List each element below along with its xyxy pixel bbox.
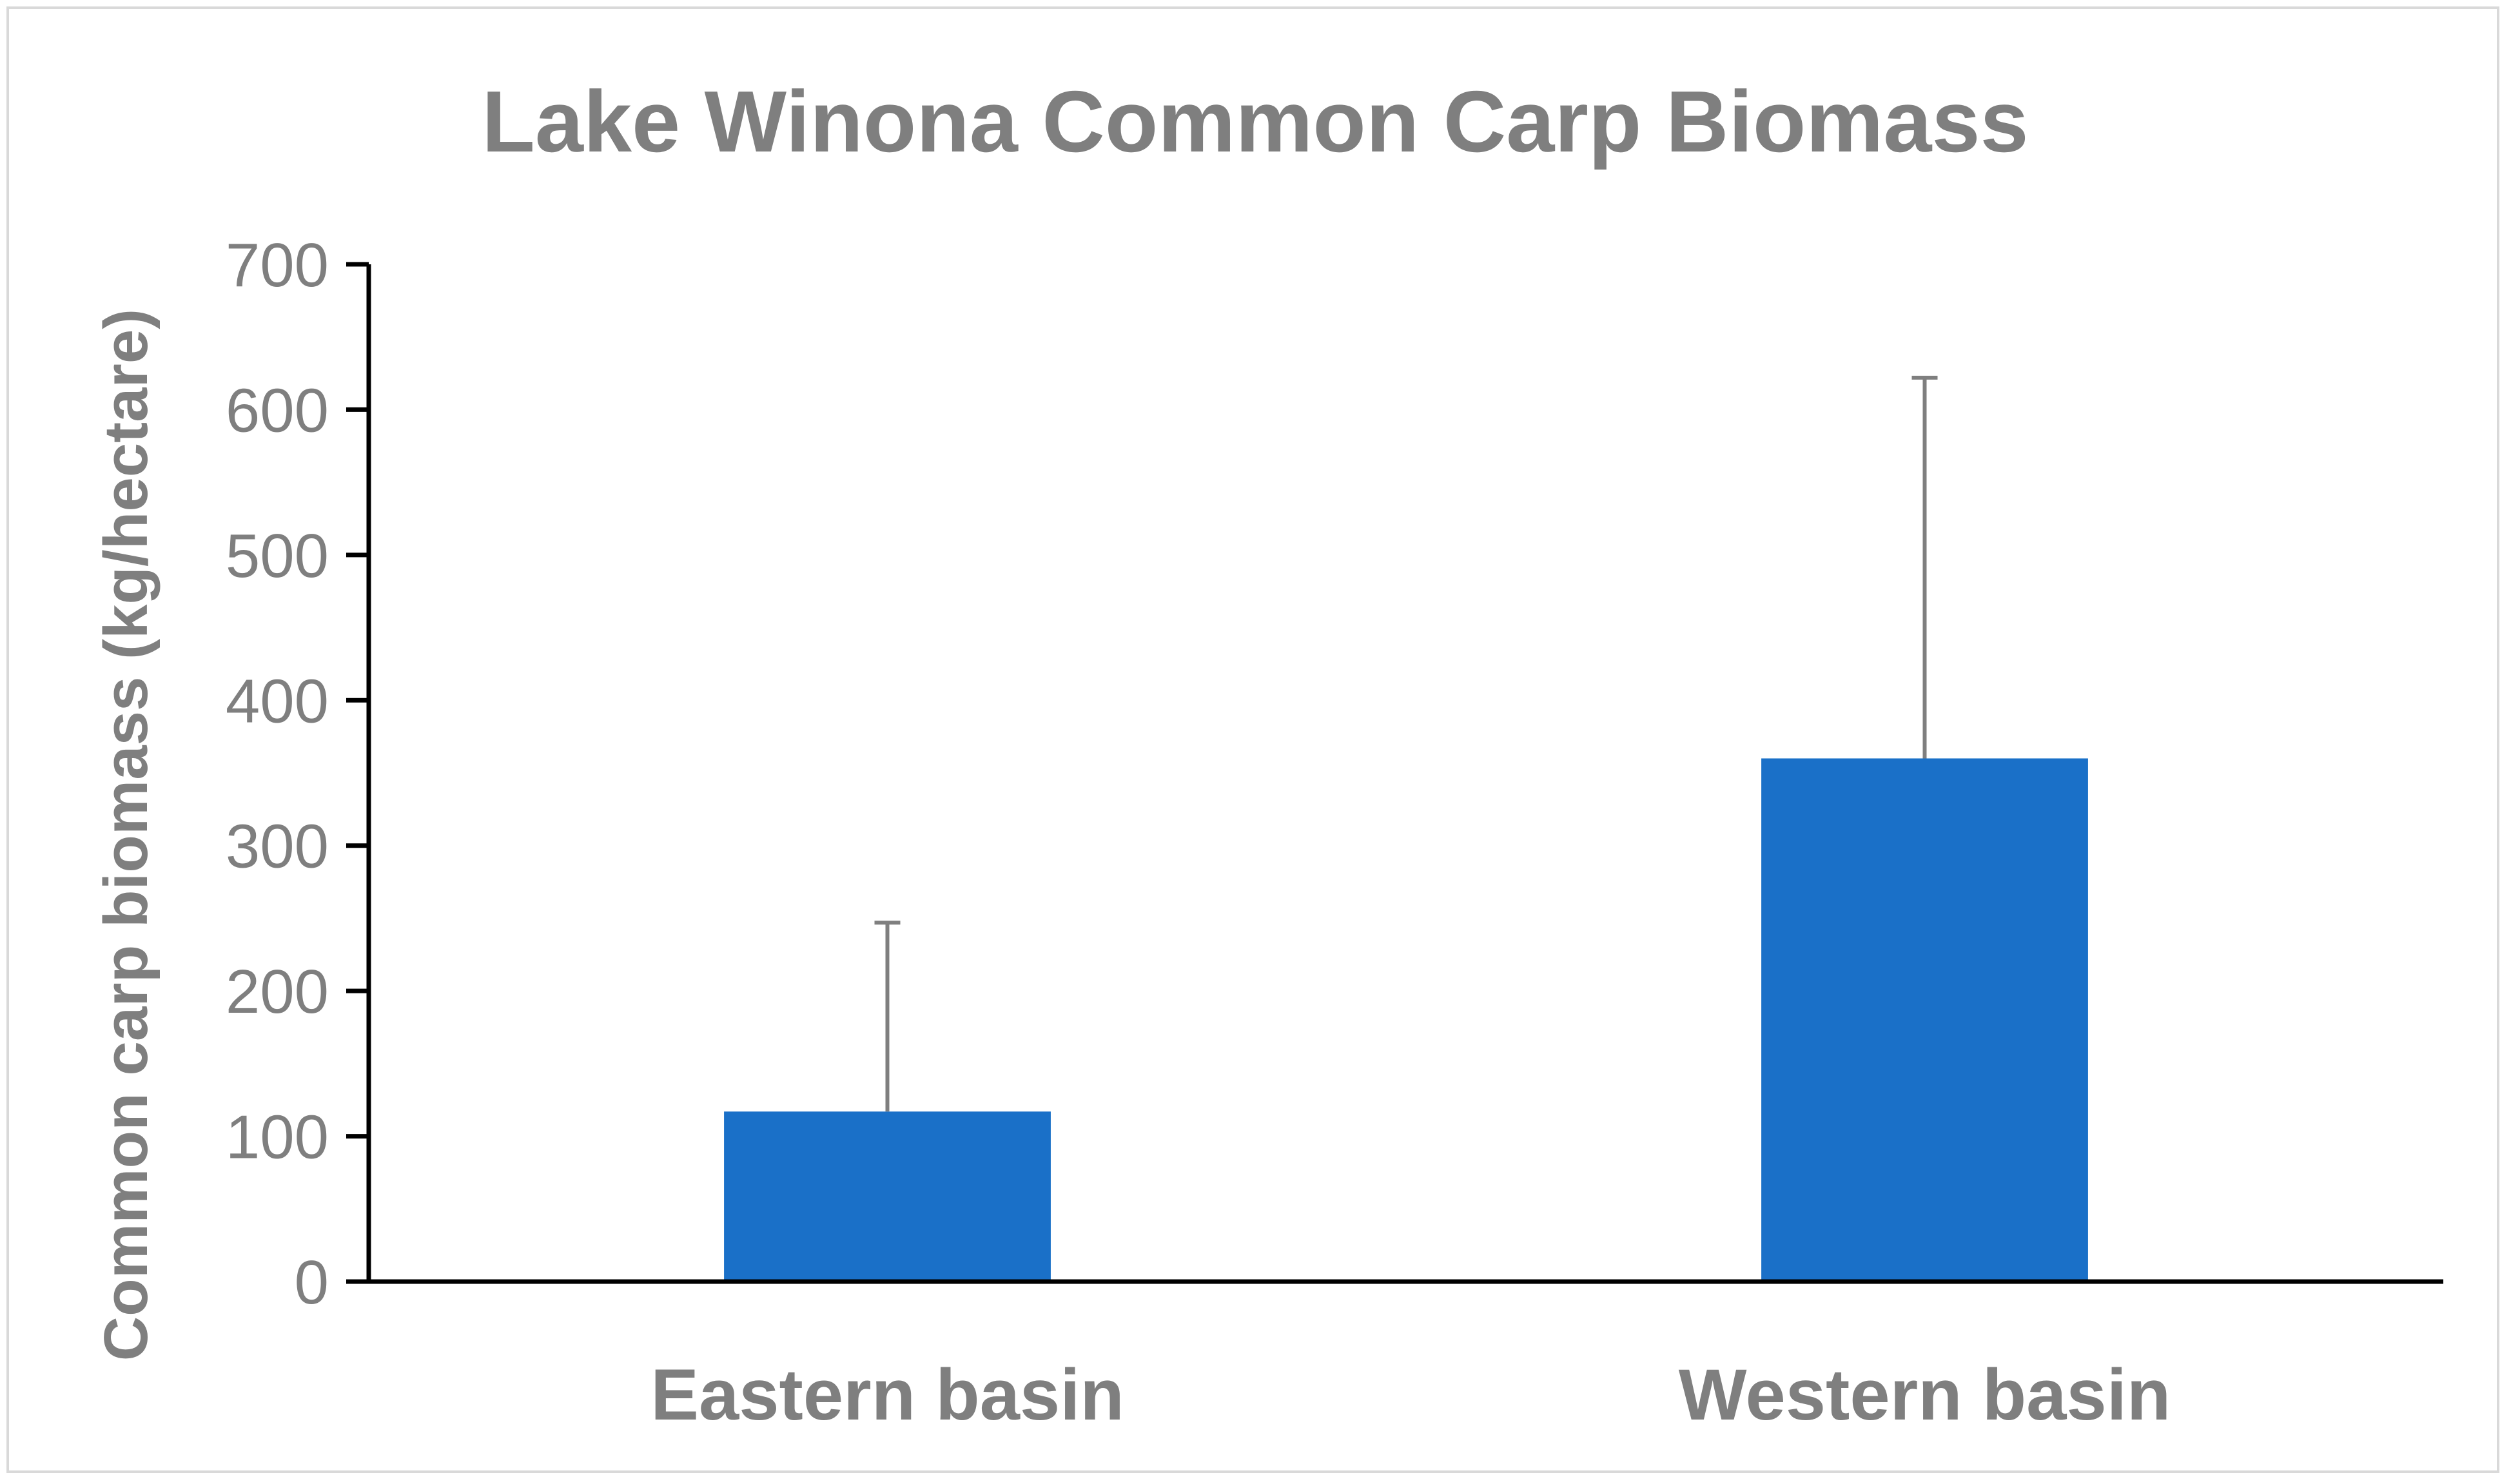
y-tick-label: 500 [226, 522, 329, 591]
plot-area: 0 100 200 300 400 500 600 700 Eastern basin Weste… [226, 231, 2443, 1435]
y-axis-label: Common carp biomass (kg/hectare) [92, 309, 161, 1361]
y-tick-label: 700 [226, 231, 329, 300]
x-category-label: Western basin [1679, 1354, 2171, 1435]
y-tick-label: 600 [226, 376, 329, 445]
y-tick-label: 100 [226, 1103, 329, 1172]
bar-eastern-basin [724, 1111, 1051, 1282]
y-tick-label: 0 [295, 1248, 329, 1317]
bar-western-basin [1761, 758, 2088, 1282]
x-category-label: Eastern basin [650, 1354, 1124, 1435]
y-tick-label: 300 [226, 812, 329, 881]
chart-title: Lake Winona Common Carp Biomass [482, 73, 2028, 170]
y-tick-label: 200 [226, 957, 329, 1026]
y-tick-label: 400 [226, 667, 329, 736]
